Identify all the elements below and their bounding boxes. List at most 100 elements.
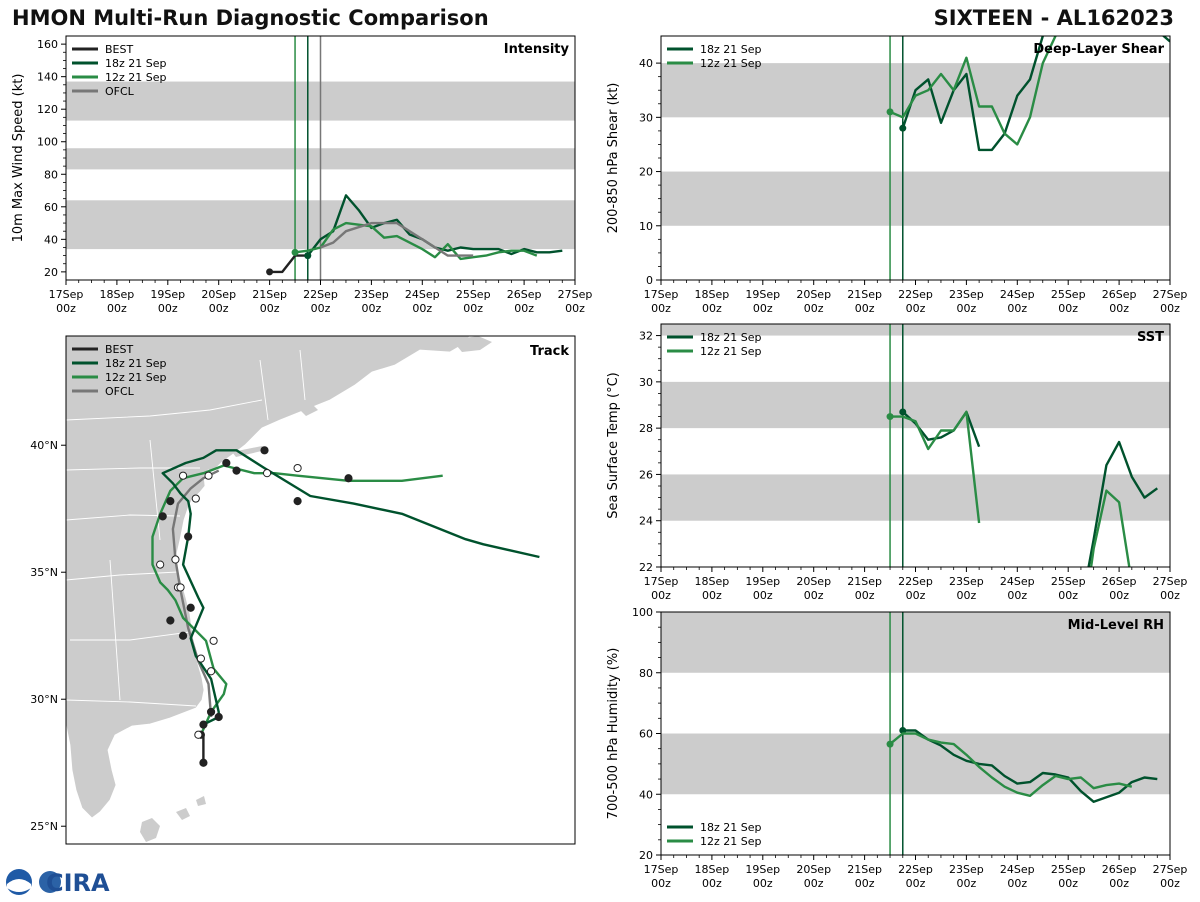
sst-ytick-label-0: 22 — [639, 561, 653, 574]
track-basemap — [66, 336, 492, 842]
shear-xtick-label-5: 22Sep 00z — [898, 288, 933, 315]
rh-ytick-label-0: 20 — [639, 849, 653, 862]
track-ytick-label-2: 35°N — [30, 566, 58, 579]
sst-ytick-label-1: 24 — [639, 515, 653, 528]
sst-ylabel: Sea Surface Temp (°C) — [606, 372, 621, 519]
track-ytick-label-1: 30°N — [30, 693, 58, 706]
track-frame — [65, 335, 576, 845]
rh-ytick-label-2: 60 — [639, 728, 653, 741]
shear-panel-title: Deep-Layer Shear — [1033, 42, 1164, 57]
shear-xtick-label-1: 18Sep 00z — [695, 288, 730, 315]
sst-panel-title: SST — [1137, 330, 1164, 345]
sst-series-1-start-point — [886, 413, 894, 421]
sst-legend-label-1: 12z 21 Sep — [700, 345, 762, 358]
sst-legend-label-0: 18z 21 Sep — [700, 331, 762, 344]
intensity-ytick-label-5: 120 — [37, 103, 58, 116]
sst-xtick-label-10: 27Sep 00z — [1153, 575, 1188, 602]
track-series-1-marker-11 — [293, 497, 302, 506]
track-series-3-marker-2 — [191, 494, 200, 503]
noaa-cira-logo-graphic: CIRA — [6, 869, 110, 897]
track-series-3-marker-1 — [171, 555, 180, 564]
intensity-xtick-label-5: 22Sep 00z — [303, 288, 338, 315]
shear-xtick-label-10: 27Sep 00z — [1153, 288, 1188, 315]
rh-series-0-seg-0 — [902, 729, 1158, 803]
intensity-xtick-label-0: 17Sep 00z — [49, 288, 84, 315]
track-series-1-marker-10 — [260, 446, 269, 455]
intensity-xtick-label-4: 21Sep 00z — [252, 288, 287, 315]
sst-band-2 — [661, 324, 1170, 336]
shear-xtick-label-4: 21Sep 00z — [847, 288, 882, 315]
sst-xtick-label-6: 23Sep 00z — [949, 575, 984, 602]
intensity-legend-label-1: 18z 21 Sep — [105, 57, 167, 70]
track-series-2-marker-9 — [194, 730, 203, 739]
cira-globe-icon — [39, 871, 61, 893]
track-series-1-marker-7 — [158, 512, 167, 521]
shear-panel: 0 10 20 30 40 17Sep 00z 18Sep 00z 19Sep 00z 20Sep 00… — [606, 35, 1188, 315]
track-series-1-marker-2 — [214, 712, 223, 722]
sst-panel: 22 24 26 28 30 32 17Sep 00z 18Sep 00z 19Sep 00z 20Se… — [606, 323, 1188, 602]
intensity-panel-title: Intensity — [504, 42, 570, 57]
intensity-xtick-label-1: 18Sep 00z — [100, 288, 135, 315]
sst-series-1-seg-1 — [1089, 489, 1131, 567]
sst-xtick-label-1: 18Sep 00z — [695, 575, 730, 602]
track-series-2-marker-7 — [262, 469, 272, 478]
track-series-1-marker-6 — [184, 532, 193, 541]
noaa-wave-icon — [7, 879, 31, 892]
intensity-ytick-label-0: 20 — [44, 266, 58, 279]
intensity-xtick-label-6: 23Sep 00z — [354, 288, 389, 315]
sst-xtick-label-2: 19Sep 00z — [745, 575, 780, 602]
rh-xtick-label-1: 18Sep 00z — [695, 863, 730, 890]
track-series-3-marker-3 — [196, 654, 205, 663]
rh-xtick-label-2: 19Sep 00z — [745, 863, 780, 890]
rh-legend-label-0: 18z 21 Sep — [700, 821, 762, 834]
intensity-xtick-label-9: 26Sep 00z — [507, 288, 542, 315]
intensity-series-0-start-point — [266, 268, 274, 276]
shear-xtick-label-3: 20Sep 00z — [796, 288, 831, 315]
intensity-ytick-label-7: 160 — [37, 38, 58, 51]
rh-band-1 — [661, 612, 1170, 673]
rh-series-1-seg-0 — [889, 732, 1133, 797]
page-title: HMON Multi-Run Diagnostic Comparison — [12, 6, 489, 30]
rh-xtick-label-8: 25Sep 00z — [1051, 863, 1086, 890]
track-series-2-marker-4 — [156, 560, 165, 569]
track-legend-label-0: BEST — [105, 343, 133, 356]
intensity-ytick-label-3: 80 — [44, 168, 58, 181]
shear-ytick-label-4: 40 — [639, 57, 653, 70]
sst-frame — [660, 323, 1171, 568]
track-series-2-marker-3 — [176, 583, 185, 592]
track-ytick-label-0: 25°N — [30, 820, 58, 833]
sst-xtick-label-9: 26Sep 00z — [1102, 575, 1137, 602]
sst-ytick-label-2: 26 — [639, 468, 653, 481]
intensity-ytick-label-2: 60 — [44, 201, 58, 214]
rh-ytick-label-3: 80 — [639, 667, 653, 680]
track-series-1-marker-9 — [222, 458, 231, 468]
intensity-panel: 20 40 60 80 100 120 140 160 17Sep 00z 18Sep 00z 19Se… — [11, 35, 593, 315]
track-series-2-marker-1 — [206, 667, 216, 676]
rh-panel-title: Mid-Level RH — [1068, 618, 1164, 633]
track-series-1-marker-5 — [186, 603, 195, 612]
shear-xtick-label-7: 24Sep 00z — [1000, 288, 1035, 315]
track-series-0-marker-0 — [199, 758, 208, 767]
track-legend-label-1: 18z 21 Sep — [105, 357, 167, 370]
rh-xtick-label-6: 23Sep 00z — [949, 863, 984, 890]
sst-series-1-seg-0 — [890, 410, 981, 524]
rh-xtick-label-4: 21Sep 00z — [847, 863, 882, 890]
shear-band-0 — [661, 171, 1170, 226]
shear-xtick-label-2: 19Sep 00z — [745, 288, 780, 315]
intensity-ytick-label-6: 140 — [37, 71, 58, 84]
sst-xtick-label-7: 24Sep 00z — [1000, 575, 1035, 602]
track-panel-title: Track — [530, 344, 569, 359]
rh-xtick-label-5: 22Sep 00z — [898, 863, 933, 890]
shear-ytick-label-3: 30 — [639, 111, 653, 124]
rh-legend-label-1: 12z 21 Sep — [700, 835, 762, 848]
intensity-series-2-start-point — [291, 248, 299, 256]
intensity-xtick-label-3: 20Sep 00z — [201, 288, 236, 315]
sst-xtick-label-4: 21Sep 00z — [847, 575, 882, 602]
track-series-1-marker-12 — [344, 474, 353, 483]
intensity-xtick-label-10: 27Sep 00z — [558, 288, 593, 315]
land-north-america — [66, 336, 471, 819]
track-series-2-marker-5 — [178, 471, 188, 480]
shear-xtick-label-0: 17Sep 00z — [644, 288, 679, 315]
